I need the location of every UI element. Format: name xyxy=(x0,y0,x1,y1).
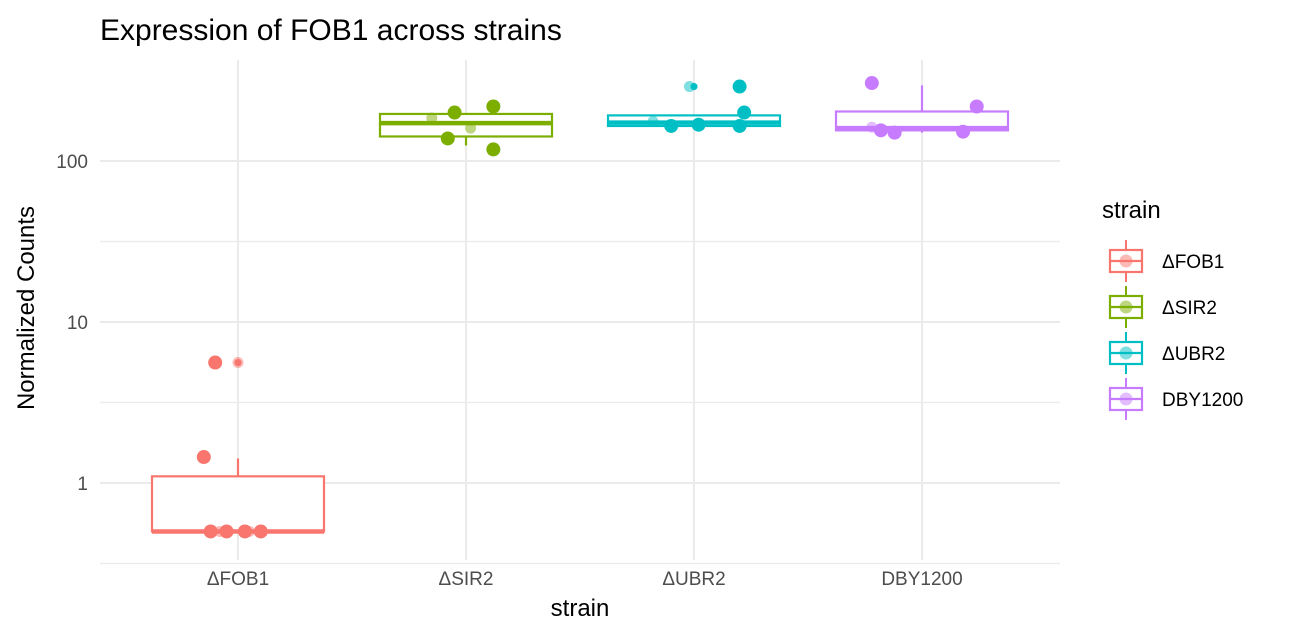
data-point xyxy=(864,76,879,91)
data-point xyxy=(956,124,971,139)
y-axis-ticks: 1 10 100 xyxy=(56,152,88,495)
legend: strain ΔFOB1 ΔSIR2 ΔUBR2 DBY1200 xyxy=(1102,197,1243,420)
data-point xyxy=(873,123,888,138)
data-point xyxy=(887,125,902,140)
legend-key-point xyxy=(1119,392,1133,406)
x-tick-label: DBY1200 xyxy=(881,569,962,590)
data-point xyxy=(465,122,477,134)
data-point xyxy=(203,524,218,539)
data-point xyxy=(969,99,984,114)
y-tick-label: 10 xyxy=(67,313,88,334)
data-point xyxy=(664,118,679,133)
data-point xyxy=(486,142,501,157)
x-tick-label: ΔFOB1 xyxy=(207,569,269,590)
y-axis-title: Normalized Counts xyxy=(13,206,40,410)
legend-item-1: ΔSIR2 xyxy=(1108,286,1217,328)
data-point xyxy=(426,112,438,124)
legend-key-point xyxy=(1119,254,1133,268)
boxes xyxy=(150,83,1010,534)
legend-label: ΔSIR2 xyxy=(1162,298,1217,319)
legend-title: strain xyxy=(1102,197,1161,224)
x-tick-label: ΔSIR2 xyxy=(439,569,494,590)
data-point xyxy=(232,357,244,369)
data-point xyxy=(208,355,223,370)
legend-key-point xyxy=(1119,346,1133,360)
data-point xyxy=(447,105,462,120)
data-point xyxy=(486,99,501,114)
legend-label: DBY1200 xyxy=(1162,390,1243,411)
data-point xyxy=(683,81,695,93)
x-axis-title: strain xyxy=(551,595,610,622)
y-tick-label: 1 xyxy=(77,474,88,495)
data-point xyxy=(732,79,747,94)
legend-item-2: ΔUBR2 xyxy=(1108,332,1225,374)
legend-key-point xyxy=(1119,300,1133,314)
data-point xyxy=(214,525,226,537)
data-point xyxy=(737,105,752,120)
legend-label: ΔUBR2 xyxy=(1162,344,1225,365)
legend-item-0: ΔFOB1 xyxy=(1108,240,1224,282)
x-axis-ticks: ΔFOB1 ΔSIR2 ΔUBR2 DBY1200 xyxy=(207,569,963,590)
points xyxy=(196,76,984,539)
data-point xyxy=(732,118,747,133)
data-point xyxy=(647,115,659,127)
data-point xyxy=(440,131,455,146)
legend-label: ΔFOB1 xyxy=(1162,252,1224,273)
legend-item-3: DBY1200 xyxy=(1108,378,1243,420)
y-tick-label: 100 xyxy=(56,152,88,173)
data-point xyxy=(691,117,706,132)
box-0 xyxy=(150,359,326,534)
chart-title: Expression of FOB1 across strains xyxy=(100,14,562,47)
data-point xyxy=(253,524,268,539)
box-body xyxy=(150,475,326,533)
x-tick-label: ΔUBR2 xyxy=(662,569,725,590)
data-point xyxy=(196,450,211,465)
data-point xyxy=(243,525,255,537)
